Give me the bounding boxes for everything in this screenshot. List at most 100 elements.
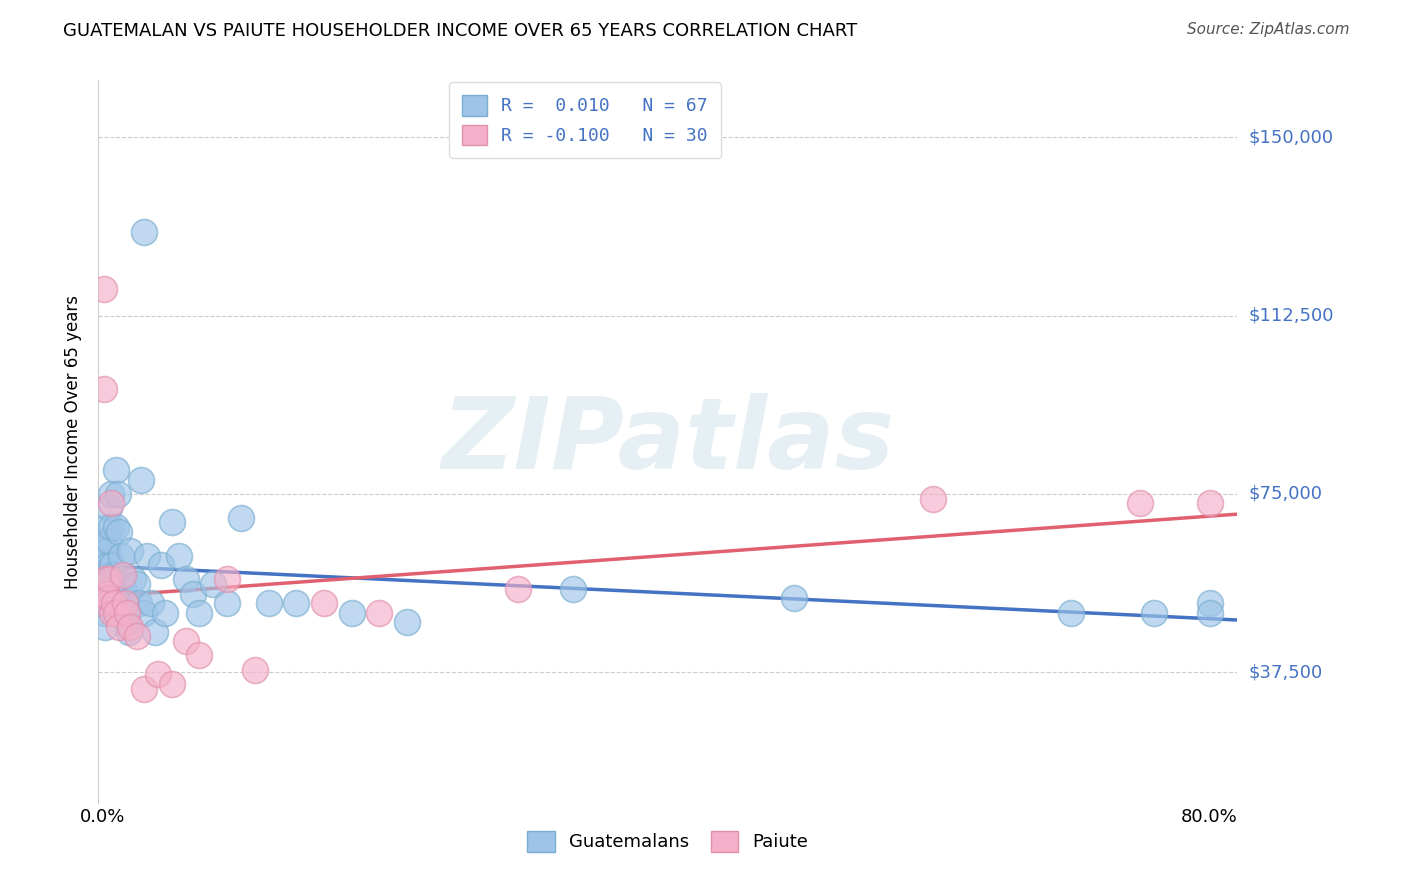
Point bbox=[93, 382, 115, 396]
Point bbox=[96, 520, 118, 534]
Point bbox=[98, 582, 121, 596]
Point bbox=[96, 596, 118, 610]
Point bbox=[174, 573, 197, 587]
Point bbox=[94, 573, 117, 587]
Point bbox=[127, 577, 149, 591]
Text: ZIPatlas: ZIPatlas bbox=[441, 393, 894, 490]
Point bbox=[160, 677, 183, 691]
Point bbox=[562, 582, 585, 596]
Point bbox=[91, 582, 114, 596]
Point bbox=[117, 606, 139, 620]
Point bbox=[111, 573, 134, 587]
Point bbox=[167, 549, 190, 563]
Y-axis label: Householder Income Over 65 years: Householder Income Over 65 years bbox=[65, 294, 83, 589]
Point bbox=[93, 282, 115, 296]
Point bbox=[135, 549, 157, 563]
Point bbox=[188, 606, 211, 620]
Point bbox=[94, 582, 117, 596]
Point bbox=[149, 558, 172, 573]
Point bbox=[395, 615, 418, 630]
Point bbox=[97, 558, 120, 573]
Point bbox=[100, 520, 122, 534]
Point bbox=[94, 567, 117, 582]
Point bbox=[217, 596, 239, 610]
Point bbox=[96, 544, 118, 558]
Point bbox=[96, 567, 118, 582]
Point bbox=[103, 567, 125, 582]
Point bbox=[1198, 496, 1220, 510]
Point bbox=[132, 681, 155, 696]
Point bbox=[217, 573, 239, 587]
Point bbox=[93, 534, 115, 549]
Point bbox=[105, 463, 128, 477]
Point bbox=[94, 606, 117, 620]
Point bbox=[202, 577, 225, 591]
Point bbox=[93, 558, 115, 573]
Point bbox=[921, 491, 943, 506]
Point bbox=[108, 620, 131, 634]
Point bbox=[97, 587, 120, 601]
Point bbox=[94, 620, 117, 634]
Point bbox=[104, 573, 127, 587]
Point bbox=[110, 549, 132, 563]
Point bbox=[174, 634, 197, 648]
Point bbox=[188, 648, 211, 663]
Point bbox=[108, 524, 131, 539]
Point bbox=[94, 577, 117, 591]
Point bbox=[229, 510, 252, 524]
Point bbox=[143, 624, 166, 639]
Point bbox=[120, 544, 142, 558]
Point bbox=[96, 587, 118, 601]
Point bbox=[98, 534, 121, 549]
Point bbox=[160, 516, 183, 530]
Point bbox=[112, 567, 135, 582]
Point bbox=[103, 596, 125, 610]
Point bbox=[98, 573, 121, 587]
Point bbox=[127, 629, 149, 643]
Text: GUATEMALAN VS PAIUTE HOUSEHOLDER INCOME OVER 65 YEARS CORRELATION CHART: GUATEMALAN VS PAIUTE HOUSEHOLDER INCOME … bbox=[63, 22, 858, 40]
Point bbox=[368, 606, 391, 620]
Point bbox=[118, 624, 141, 639]
Point bbox=[100, 496, 122, 510]
Point bbox=[131, 473, 153, 487]
Point bbox=[93, 573, 115, 587]
Point bbox=[96, 596, 118, 610]
Point bbox=[120, 620, 142, 634]
Point bbox=[105, 520, 128, 534]
Point bbox=[506, 582, 529, 596]
Point bbox=[94, 544, 117, 558]
Point bbox=[340, 606, 363, 620]
Point bbox=[153, 606, 176, 620]
Point bbox=[146, 667, 169, 681]
Point bbox=[128, 596, 150, 610]
Text: $75,000: $75,000 bbox=[1249, 485, 1323, 503]
Point bbox=[101, 558, 124, 573]
Point bbox=[114, 596, 136, 610]
Point bbox=[312, 596, 335, 610]
Point bbox=[112, 582, 135, 596]
Point bbox=[100, 487, 122, 501]
Point bbox=[1060, 606, 1083, 620]
Point bbox=[105, 606, 128, 620]
Point bbox=[285, 596, 308, 610]
Point bbox=[257, 596, 280, 610]
Point bbox=[94, 591, 117, 606]
Text: $37,500: $37,500 bbox=[1249, 663, 1323, 681]
Point bbox=[101, 606, 124, 620]
Point bbox=[139, 596, 162, 610]
Point bbox=[181, 587, 204, 601]
Point bbox=[114, 596, 136, 610]
Point bbox=[243, 663, 266, 677]
Point bbox=[122, 573, 145, 587]
Point bbox=[1129, 496, 1152, 510]
Point bbox=[97, 591, 120, 606]
Point bbox=[93, 596, 115, 610]
Text: $112,500: $112,500 bbox=[1249, 307, 1334, 325]
Point bbox=[98, 501, 121, 516]
Point bbox=[132, 226, 155, 240]
Text: $150,000: $150,000 bbox=[1249, 128, 1333, 146]
Point bbox=[117, 615, 139, 630]
Point bbox=[1143, 606, 1166, 620]
Point bbox=[107, 487, 129, 501]
Text: Source: ZipAtlas.com: Source: ZipAtlas.com bbox=[1187, 22, 1350, 37]
